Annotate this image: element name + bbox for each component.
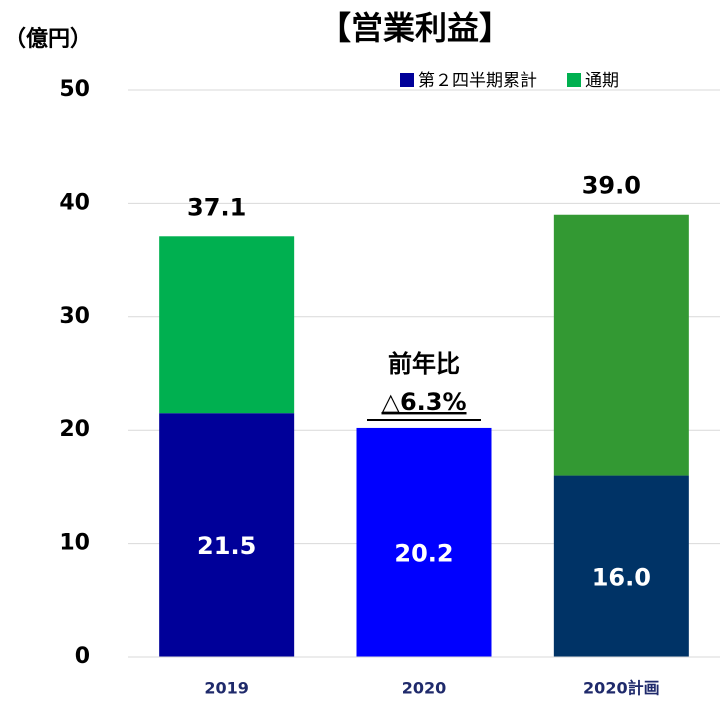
- x-tick-label: 2020: [402, 679, 447, 698]
- y-tick-label: 0: [75, 644, 90, 669]
- bar-segment: [553, 475, 689, 657]
- x-tick-label: 2020計画: [583, 679, 660, 698]
- y-tick-label: 10: [59, 531, 90, 556]
- data-label: 21.5: [197, 532, 256, 560]
- y-tick-label: 20: [59, 417, 90, 442]
- bar-segment: [553, 214, 689, 476]
- legend-swatch: [567, 73, 581, 87]
- y-tick-label: 50: [59, 77, 90, 102]
- legend-label: 通期: [585, 71, 619, 91]
- total-label: 39.0: [582, 172, 641, 200]
- data-label: 16.0: [592, 563, 651, 591]
- data-label: 20.2: [394, 539, 453, 567]
- bar-segment: [356, 427, 492, 657]
- legend-label: 第２四半期累計: [418, 71, 537, 91]
- bar-segment: [159, 413, 295, 657]
- bar-segment: [159, 236, 295, 414]
- x-tick-label: 2019: [204, 679, 249, 698]
- total-label: 37.1: [187, 193, 246, 221]
- y-axis-label: （億円）: [4, 26, 92, 52]
- chart-title: 【営業利益】: [319, 9, 511, 47]
- y-tick-label: 30: [59, 304, 90, 329]
- annotation: 前年比: [388, 350, 460, 378]
- y-tick-label: 40: [59, 190, 90, 215]
- legend-swatch: [400, 73, 414, 87]
- annotation: △6.3%: [381, 388, 466, 416]
